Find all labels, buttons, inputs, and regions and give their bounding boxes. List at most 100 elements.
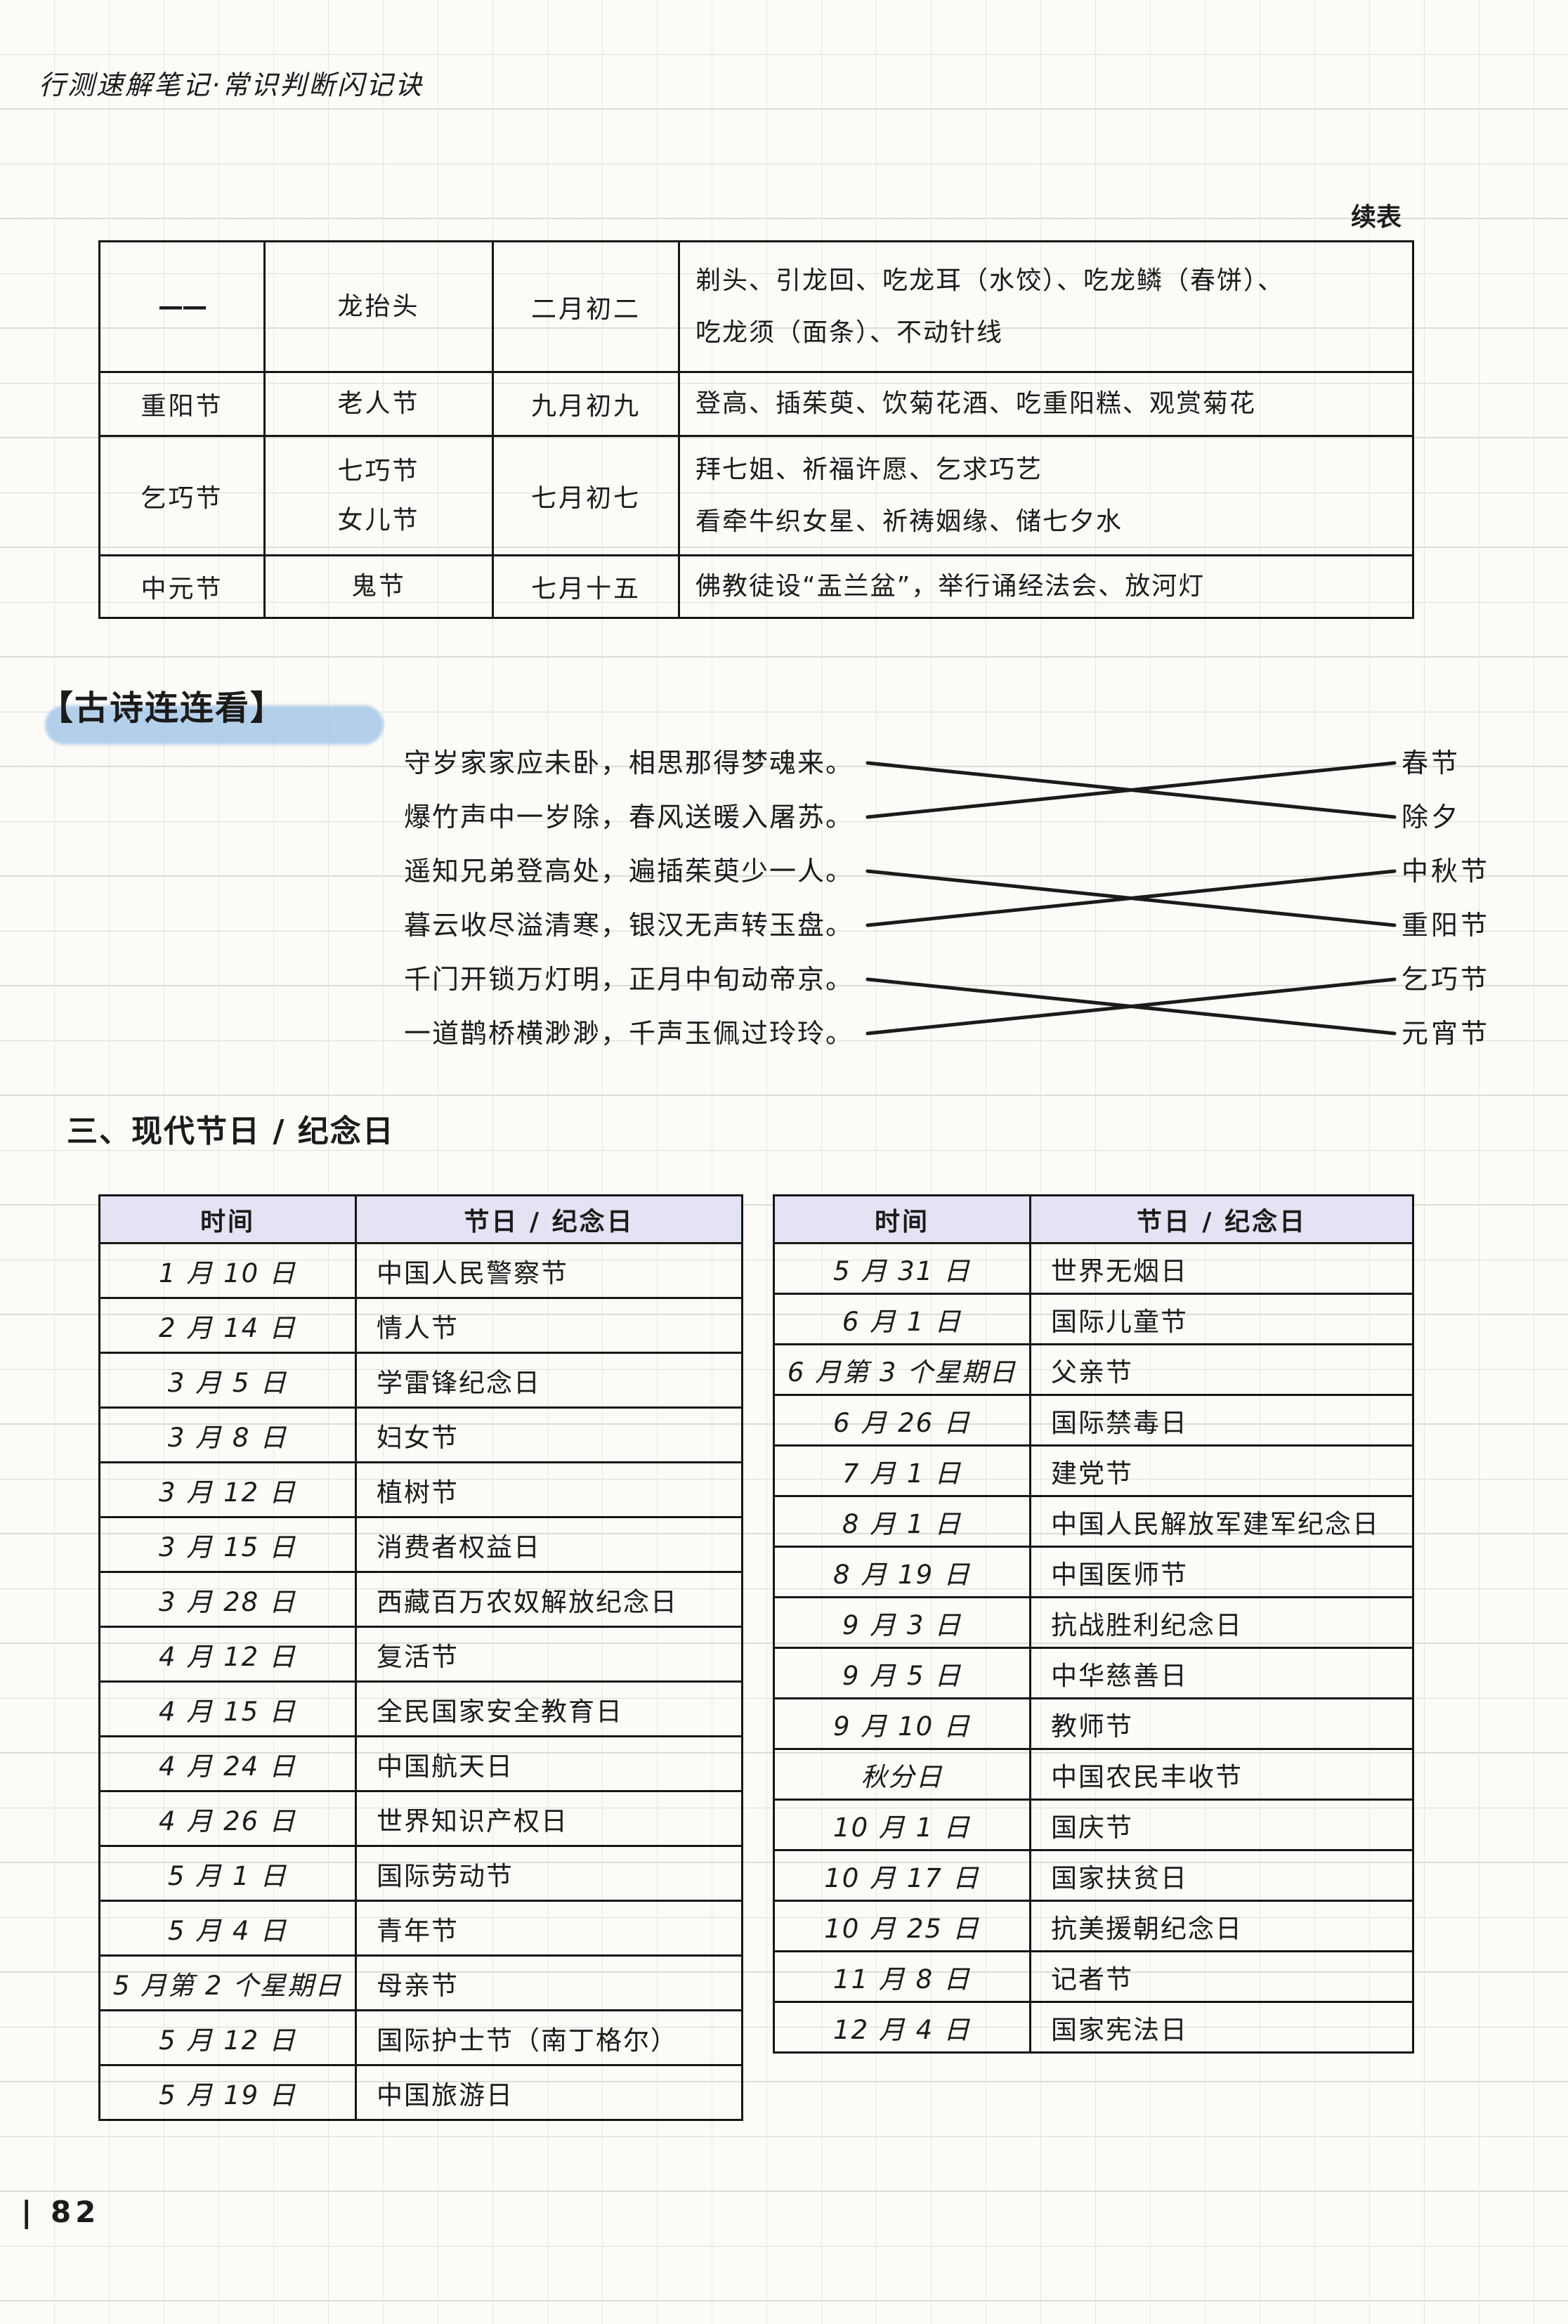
festival-customs-cell: 登高、插茱萸、饮菊花酒、吃重阳糕、观赏菊花 <box>678 371 1414 437</box>
match-connection-line <box>865 761 1397 819</box>
festival-match-label: 除夕 <box>1402 802 1461 833</box>
poem-line: 一道鹊桥横渺渺，千声玉佩过玲玲。 <box>403 1018 854 1049</box>
date-cell: 5 月第 2 个星期日 <box>98 1954 357 2011</box>
festival-cell: 中国旅游日 <box>355 2064 743 2121</box>
festival-alias-cell: 老人节 <box>263 371 494 437</box>
festival-cell: 记者节 <box>1029 1950 1414 2003</box>
match-connection-line <box>865 977 1397 1036</box>
date-cell: 9 月 10 日 <box>773 1697 1031 1750</box>
poem-line: 千门开锁万灯明，正月中旬动帝京。 <box>403 964 854 995</box>
date-cell: 4 月 15 日 <box>98 1680 357 1737</box>
modern-festival-row: 秋分日 中国农民丰收节 <box>773 1748 1414 1801</box>
traditional-festival-row: 乞巧节 七巧节 女儿节 七月初七 拜七姐、祈福许愿、乞求巧艺 看牵牛织女星、祈祷姻缘、储七… <box>98 435 1414 556</box>
festival-cell: 学雷锋纪念日 <box>355 1352 743 1409</box>
festival-date-cell: 七月十五 <box>492 554 680 619</box>
modern-festival-row: 11 月 8 日记者节 <box>773 1950 1414 2003</box>
date-cell: 4 月 26 日 <box>98 1790 357 1847</box>
modern-festival-row: 5 月 31 日世界无烟日 <box>773 1242 1414 1295</box>
modern-festival-row: 3 月 15 日消费者权益日 <box>98 1516 743 1573</box>
festival-cell: 国际劳动节 <box>355 1845 743 1902</box>
festival-cell: 中国农民丰收节 <box>1029 1748 1414 1801</box>
festival-cell: 中国航天日 <box>355 1735 743 1792</box>
date-cell: 5 月 4 日 <box>98 1900 357 1957</box>
match-connection-line <box>865 869 1397 927</box>
festival-cell: 中国人民警察节 <box>355 1242 743 1299</box>
column-header-time: 时间 <box>773 1194 1031 1244</box>
matching-lines <box>865 761 1397 1036</box>
date-cell: 12 月 4 日 <box>773 2001 1031 2054</box>
festival-cell: 父亲节 <box>1029 1343 1414 1396</box>
festival-cell: 妇女节 <box>355 1406 743 1463</box>
date-cell: 10 月 25 日 <box>773 1900 1031 1952</box>
date-cell: 4 月 24 日 <box>98 1735 357 1792</box>
poem-line: 爆竹声中一岁除，春风送暖入屠苏。 <box>403 802 854 833</box>
date-cell: 3 月 5 日 <box>98 1352 357 1409</box>
festival-cell: 情人节 <box>355 1297 743 1354</box>
festival-cell: 西藏百万农奴解放纪念日 <box>355 1571 743 1628</box>
modern-festival-row: 4 月 24 日中国航天日 <box>98 1735 743 1792</box>
date-cell: 7 月 1 日 <box>773 1444 1031 1497</box>
modern-festival-row: 9 月 5 日中华慈善日 <box>773 1647 1414 1699</box>
date-cell: 2 月 14 日 <box>98 1297 357 1354</box>
festival-date-cell: 九月初九 <box>492 371 680 437</box>
modern-right-body: 5 月 31 日世界无烟日 6 月 1 日国际儿童节 6 月第 3 个星期日 父亲节 6… <box>773 1242 1414 2054</box>
modern-festival-row: 4 月 26 日世界知识产权日 <box>98 1790 743 1847</box>
festival-customs-cell: 拜七姐、祈福许愿、乞求巧艺 看牵牛织女星、祈祷姻缘、储七夕水 <box>678 435 1414 556</box>
festival-cell: 中国人民解放军建军纪念日 <box>1029 1495 1414 1548</box>
date-cell: 秋分日 <box>773 1748 1031 1801</box>
modern-festival-row: 4 月 12 日复活节 <box>98 1626 743 1683</box>
festival-cell: 抗美援朝纪念日 <box>1029 1900 1414 1952</box>
festival-cell: 消费者权益日 <box>355 1516 743 1573</box>
traditional-table-body: —— 龙抬头 二月初二 剃头、引龙回、吃龙耳（水饺）、吃龙鳞（春饼）、 吃龙须（面条）、… <box>98 240 1414 619</box>
festival-cell: 中华慈善日 <box>1029 1647 1414 1699</box>
date-cell: 5 月 12 日 <box>98 2009 357 2066</box>
festival-match-label: 春节 <box>1402 748 1461 778</box>
modern-festival-row: 9 月 10 日教师节 <box>773 1697 1414 1750</box>
festival-customs-cell: 佛教徒设“盂兰盆”，举行诵经法会、放河灯 <box>678 554 1414 619</box>
festival-alias-cell: 七巧节 女儿节 <box>263 435 494 556</box>
date-cell: 8 月 1 日 <box>773 1495 1031 1548</box>
modern-festival-row: 6 月 26 日国际禁毒日 <box>773 1394 1414 1447</box>
modern-festival-row: 5 月 4 日青年节 <box>98 1900 743 1957</box>
date-cell: 5 月 19 日 <box>98 2064 357 2121</box>
date-cell: 10 月 17 日 <box>773 1849 1031 1902</box>
poem-line: 遥知兄弟登高处，遍插茱萸少一人。 <box>403 856 854 887</box>
festival-match-label: 重阳节 <box>1402 910 1491 941</box>
traditional-festival-row: 中元节 鬼节 七月十五 佛教徒设“盂兰盆”，举行诵经法会、放河灯 <box>98 554 1414 619</box>
festival-match-label: 元宵节 <box>1402 1018 1491 1049</box>
date-cell: 5 月 1 日 <box>98 1845 357 1902</box>
festival-cell: 国庆节 <box>1029 1799 1414 1851</box>
date-cell: 4 月 12 日 <box>98 1626 357 1683</box>
column-header-time: 时间 <box>98 1194 357 1244</box>
date-cell: 10 月 1 日 <box>773 1799 1031 1851</box>
festival-name-cell: 乞巧节 <box>98 435 266 556</box>
festival-name-cell: 重阳节 <box>98 371 266 437</box>
modern-festival-row: 10 月 17 日国家扶贫日 <box>773 1849 1414 1902</box>
festival-match-label: 中秋节 <box>1402 856 1491 887</box>
festival-cell: 母亲节 <box>355 1954 743 2011</box>
festival-cell: 植树节 <box>355 1461 743 1518</box>
date-cell: 11 月 8 日 <box>773 1950 1031 2003</box>
modern-festival-row: 5 月 12 日国际护士节（南丁格尔） <box>98 2009 743 2066</box>
festival-cell: 复活节 <box>355 1626 743 1683</box>
date-cell: 3 月 15 日 <box>98 1516 357 1573</box>
festival-name-cell: —— <box>98 240 266 373</box>
modern-festival-row: 2 月 14 日情人节 <box>98 1297 743 1354</box>
festival-cell: 国家扶贫日 <box>1029 1849 1414 1902</box>
festival-customs-cell: 剃头、引龙回、吃龙耳（水饺）、吃龙鳞（春饼）、 吃龙须（面条）、不动针线 <box>678 240 1414 373</box>
festival-date-cell: 七月初七 <box>492 435 680 556</box>
date-cell: 3 月 28 日 <box>98 1571 357 1628</box>
modern-festival-row: 6 月第 3 个星期日 父亲节 <box>773 1343 1414 1396</box>
section-heading: 三、现代节日 / 纪念日 <box>67 1114 395 1149</box>
poem-line: 暮云收尽溢清寒，银汉无声转玉盘。 <box>403 910 854 941</box>
column-header-festival: 节日 / 纪念日 <box>1029 1194 1414 1244</box>
festival-alias-cell: 龙抬头 <box>263 240 494 373</box>
modern-festival-row: 7 月 1 日建党节 <box>773 1444 1414 1497</box>
table-header-row: 时间 节日 / 纪念日 <box>98 1194 743 1244</box>
festival-cell: 青年节 <box>355 1900 743 1957</box>
festival-cell: 国家宪法日 <box>1029 2001 1414 2054</box>
modern-festival-row: 4 月 15 日全民国家安全教育日 <box>98 1680 743 1737</box>
table-header-row: 时间 节日 / 纪念日 <box>773 1194 1414 1244</box>
poem-match-title: 【古诗连连看】 <box>39 688 286 728</box>
